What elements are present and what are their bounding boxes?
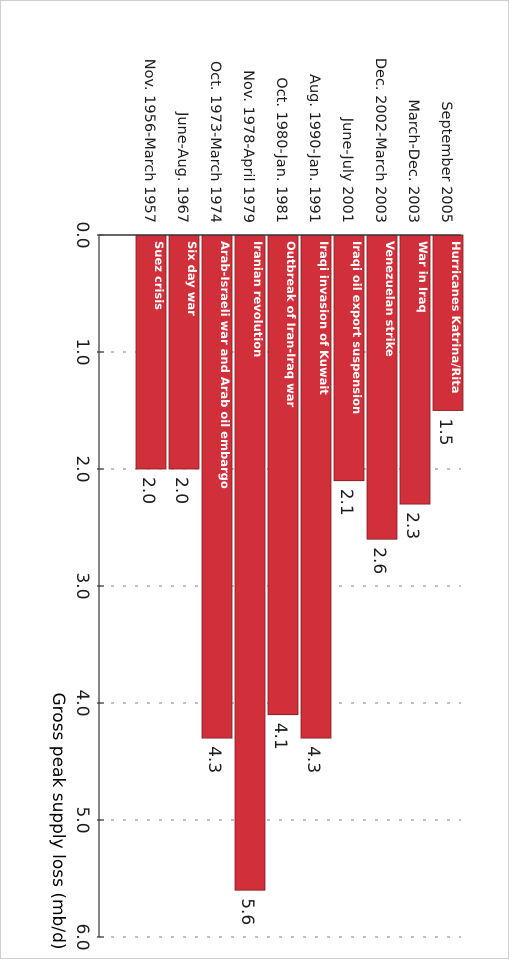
tick-label: 1.0 xyxy=(72,338,92,365)
value-label: 2.1 xyxy=(336,489,356,516)
bar xyxy=(267,234,299,716)
category-label: Aug. 1990-Jan. 1991 xyxy=(306,74,322,223)
event-labels: Hurricanes Katrina/Rita War in Iraq Venezu… xyxy=(152,241,463,489)
bar xyxy=(135,234,167,470)
event-label: Suez crisis xyxy=(152,241,166,310)
value-label: 1.5 xyxy=(435,419,455,446)
event-label: Iraqi oil export suspension xyxy=(350,241,364,414)
bar xyxy=(366,234,398,540)
value-label: 5.6 xyxy=(237,898,257,925)
tick-label: 2.0 xyxy=(72,455,92,482)
event-label: Venezuelan strike xyxy=(383,241,397,357)
axis xyxy=(97,234,461,938)
tick-labels: 0.0 1.0 2.0 3.0 4.0 5.0 6.0 xyxy=(72,221,92,950)
category-label: June-Aug. 1967 xyxy=(174,111,190,223)
value-label: 4.3 xyxy=(204,746,224,773)
event-label: Iraqi invasion of Kuwait xyxy=(317,241,331,395)
tick-label: 3.0 xyxy=(72,572,92,599)
bar xyxy=(201,234,233,739)
event-label: Hurricanes Katrina/Rita xyxy=(449,241,463,394)
value-label: 2.0 xyxy=(171,477,191,504)
category-label: Nov. 1956-March 1957 xyxy=(141,59,157,223)
bar xyxy=(234,234,266,891)
bar xyxy=(168,234,200,470)
event-label: War in Iraq xyxy=(416,241,430,313)
category-label: Oct. 1980-Jan. 1981 xyxy=(273,77,289,223)
value-label: 2.6 xyxy=(369,547,389,574)
category-label: Oct. 1973-March 1974 xyxy=(207,61,223,223)
tick-label: 6.0 xyxy=(72,923,92,950)
value-axis-title: Gross peak supply loss (mb/d) xyxy=(48,692,68,949)
category-label: March-Dec. 2003 xyxy=(405,99,421,223)
event-label: Six day war xyxy=(185,241,199,316)
bar xyxy=(399,234,431,505)
category-label: Nov. 1978-April 1979 xyxy=(240,70,256,223)
event-label: Arab-Israeli war and Arab oil embargo xyxy=(218,241,232,489)
tick-label: 0.0 xyxy=(72,221,92,248)
value-label: 2.0 xyxy=(138,477,158,504)
value-label: 4.3 xyxy=(303,746,323,773)
category-label: Dec. 2002-March 2003 xyxy=(372,58,388,223)
value-label: 4.1 xyxy=(270,723,290,750)
tick-label: 4.0 xyxy=(72,689,92,716)
bars xyxy=(135,234,464,891)
value-labels: 1.5 2.3 2.6 2.1 4.3 4.1 5.6 4.3 2.0 2.0 xyxy=(138,419,455,926)
value-label: 2.3 xyxy=(402,512,422,539)
tick-label: 5.0 xyxy=(72,806,92,833)
category-labels: September 2005 March-Dec. 2003 Dec. 2002-M… xyxy=(141,58,454,223)
category-label: September 2005 xyxy=(438,101,454,223)
event-label: Outbreak of Iran-Iraq war xyxy=(284,241,298,407)
category-label: June-July 2001 xyxy=(339,117,355,223)
event-label: Iranian revolution xyxy=(251,241,265,357)
bar xyxy=(300,234,332,739)
bar xyxy=(432,234,464,411)
